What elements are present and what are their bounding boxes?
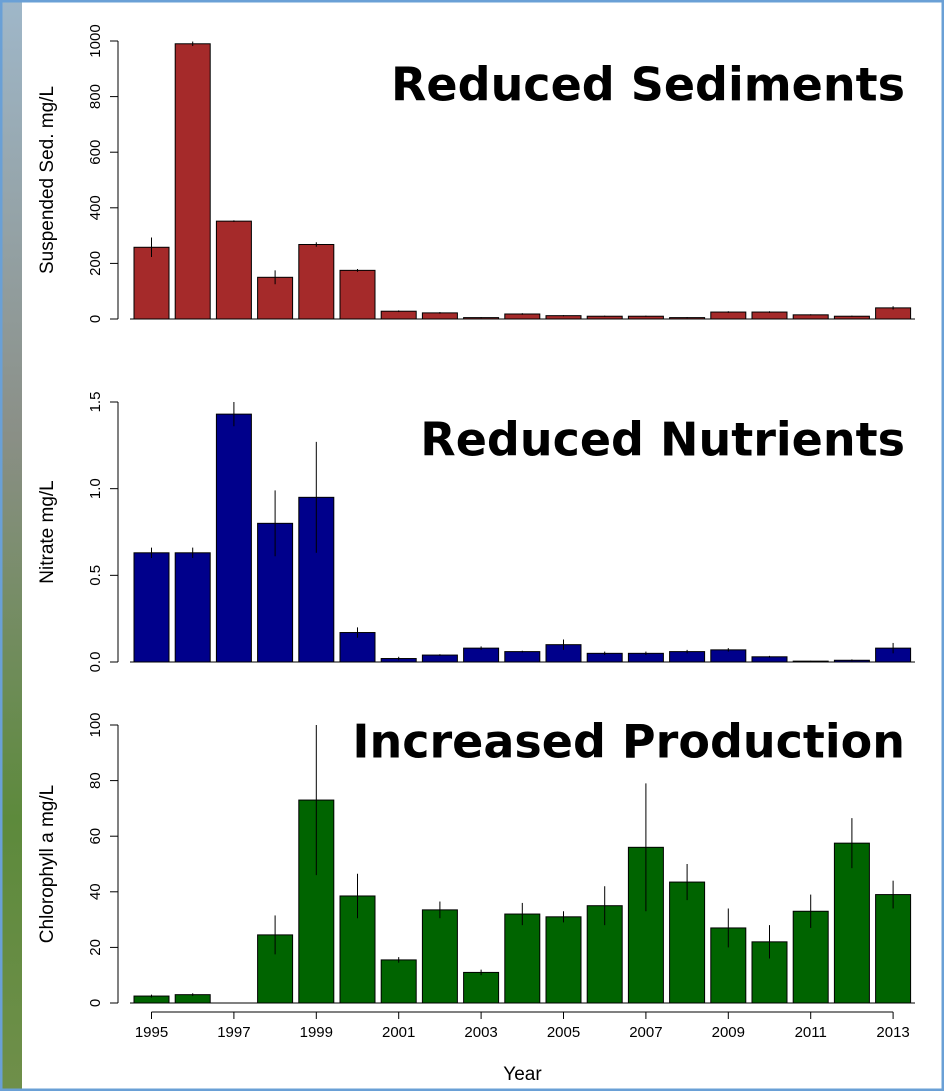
y-tick-label: 400 bbox=[87, 195, 104, 220]
y-tick-label: 1.0 bbox=[87, 478, 104, 499]
bar bbox=[134, 553, 169, 662]
bar bbox=[216, 414, 251, 662]
bar bbox=[546, 917, 581, 1003]
bar bbox=[793, 315, 828, 319]
y-tick-label: 1000 bbox=[87, 24, 104, 57]
y-axis-title: Nitrate mg/L bbox=[37, 480, 58, 583]
annotation: Reduced Nutrients bbox=[420, 413, 905, 467]
y-tick-label: 20 bbox=[87, 939, 104, 956]
bar bbox=[711, 650, 746, 662]
page: 02004006008001000Suspended Sed. mg/LRedu… bbox=[0, 0, 944, 1091]
y-tick-label: 200 bbox=[87, 251, 104, 276]
bar bbox=[464, 648, 499, 662]
bar bbox=[876, 895, 911, 1003]
y-tick-label: 800 bbox=[87, 84, 104, 109]
bar bbox=[670, 882, 705, 1003]
y-tick-label: 80 bbox=[87, 772, 104, 789]
y-tick-label: 600 bbox=[87, 140, 104, 165]
bar bbox=[340, 270, 375, 319]
x-tick-label: 2007 bbox=[629, 1024, 662, 1041]
y-tick-label: 0.0 bbox=[87, 652, 104, 673]
x-tick-label: 2011 bbox=[795, 1024, 827, 1041]
bar bbox=[299, 244, 334, 319]
bar bbox=[381, 960, 416, 1003]
photo-strip bbox=[0, 0, 22, 1091]
bar bbox=[381, 311, 416, 319]
y-axis-title: Chlorophyll a mg/L bbox=[37, 785, 58, 943]
bar bbox=[711, 312, 746, 319]
bar bbox=[505, 914, 540, 1003]
x-axis-title: Year bbox=[503, 1064, 542, 1085]
y-tick-label: 100 bbox=[87, 712, 104, 737]
bar bbox=[175, 44, 210, 319]
annotation: Increased Production bbox=[352, 715, 905, 769]
annotation: Reduced Sediments bbox=[391, 58, 905, 112]
x-tick-label: 2009 bbox=[712, 1024, 745, 1041]
y-tick-label: 40 bbox=[87, 883, 104, 900]
bar bbox=[134, 247, 169, 319]
y-tick-label: 0 bbox=[87, 315, 104, 323]
y-tick-label: 0 bbox=[87, 999, 104, 1007]
x-tick-label: 2003 bbox=[464, 1024, 497, 1041]
bar bbox=[752, 312, 787, 319]
bar bbox=[464, 972, 499, 1003]
y-axis-title: Suspended Sed. mg/L bbox=[37, 86, 58, 274]
x-tick-label: 2001 bbox=[382, 1024, 415, 1041]
bar bbox=[422, 910, 457, 1003]
x-tick-label: 2013 bbox=[876, 1024, 909, 1041]
y-tick-label: 0.5 bbox=[87, 565, 104, 586]
bar bbox=[422, 313, 457, 319]
y-tick-label: 60 bbox=[87, 828, 104, 845]
x-tick-label: 2005 bbox=[547, 1024, 580, 1041]
bar bbox=[422, 655, 457, 662]
y-tick-label: 1.5 bbox=[87, 392, 104, 413]
x-tick-label: 1995 bbox=[135, 1024, 168, 1041]
bar bbox=[175, 553, 210, 662]
bar bbox=[216, 221, 251, 319]
x-tick-label: 1997 bbox=[217, 1024, 250, 1041]
bar bbox=[505, 652, 540, 662]
x-tick-label: 1999 bbox=[300, 1024, 333, 1041]
